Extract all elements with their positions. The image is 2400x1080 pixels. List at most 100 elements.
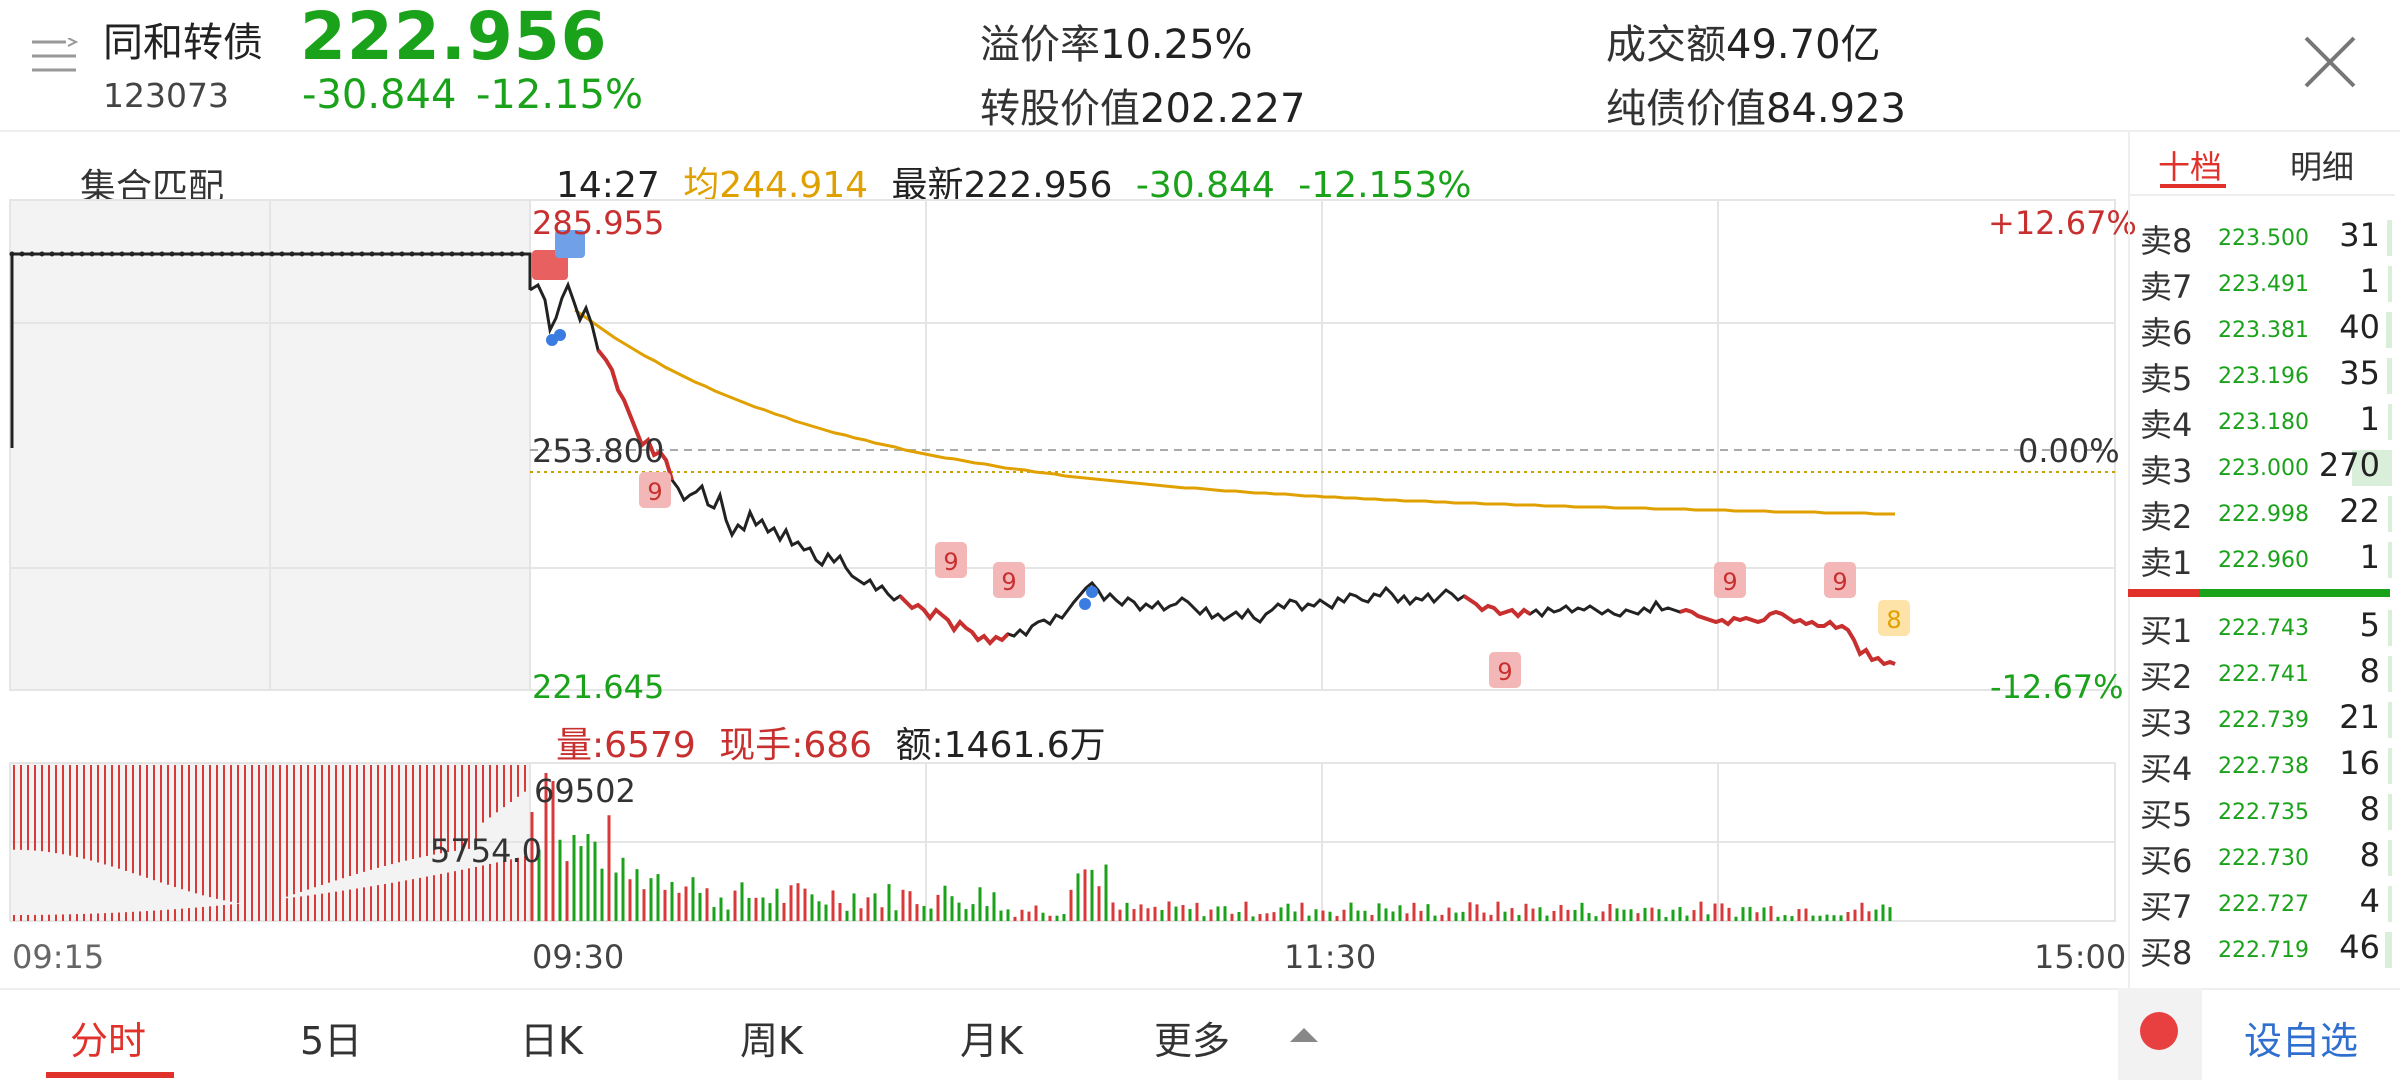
tabs-divider xyxy=(2130,194,2395,196)
axis-high-pct: +12.67% xyxy=(1988,204,2137,242)
auction-dot xyxy=(489,251,495,257)
tab-ten-levels[interactable]: 十档 xyxy=(2158,148,2223,186)
bid-level-row[interactable]: 买8 222.719 46 xyxy=(2140,928,2392,974)
bid-level-row[interactable]: 买4 222.738 16 xyxy=(2140,744,2392,790)
auction-dot xyxy=(239,251,245,257)
bond-value-label: 纯债价值 xyxy=(1606,86,1766,132)
time-label-open: 09:30 xyxy=(532,938,625,976)
time-label-start: 09:15 xyxy=(12,938,105,976)
ask-level-row[interactable]: 卖2 222.998 22 xyxy=(2140,492,2392,538)
qty-bar xyxy=(2388,794,2392,830)
signal-badge: 9 xyxy=(1714,562,1746,598)
bid-level-row[interactable]: 买7 222.727 4 xyxy=(2140,882,2392,928)
level-qty: 35 xyxy=(2339,354,2380,392)
level-label: 卖8 xyxy=(2140,222,2193,260)
ask-level-row[interactable]: 卖5 223.196 35 xyxy=(2140,354,2392,400)
security-name: 同和转债 xyxy=(103,20,263,66)
level-label: 买3 xyxy=(2140,704,2193,742)
level-label: 卖6 xyxy=(2140,314,2193,352)
auction-dot xyxy=(139,251,145,257)
level-label: 卖3 xyxy=(2140,452,2193,490)
tab-monthly-k[interactable]: 月K xyxy=(960,1019,1023,1063)
add-to-watchlist-button[interactable]: 设自选 xyxy=(2244,1019,2359,1063)
tab-intraday[interactable]: 分时 xyxy=(70,1019,147,1063)
svg-text:9: 9 xyxy=(1497,658,1512,686)
ask-level-row[interactable]: 卖8 223.500 31 xyxy=(2140,216,2392,262)
auction-dot xyxy=(519,251,525,257)
volume-max-label: 69502 xyxy=(534,772,636,810)
qty-bar xyxy=(2388,840,2392,876)
auction-dot xyxy=(279,251,285,257)
intraday-chart[interactable]: 9 9 9 9 9 9 8 xyxy=(0,190,2130,990)
bid-level-row[interactable]: 买6 222.730 8 xyxy=(2140,836,2392,882)
auction-dot xyxy=(59,251,65,257)
ask-level-row[interactable]: 卖1 222.960 1 xyxy=(2140,538,2392,584)
level-price: 223.000 xyxy=(2218,456,2309,481)
blue-dot xyxy=(1086,586,1098,598)
level-price: 222.730 xyxy=(2218,846,2309,871)
level-price: 222.735 xyxy=(2218,800,2309,825)
bottom-tab-underline xyxy=(46,1072,174,1078)
tab-5day[interactable]: 5日 xyxy=(300,1019,363,1063)
auction-dot xyxy=(449,251,455,257)
auction-dot xyxy=(229,251,235,257)
svg-text:9: 9 xyxy=(1832,568,1847,596)
level-price: 222.738 xyxy=(2218,754,2309,779)
average-price-line xyxy=(574,308,1895,516)
qty-bar xyxy=(2388,542,2392,578)
auction-dot xyxy=(419,251,425,257)
ask-level-row[interactable]: 卖6 223.381 40 xyxy=(2140,308,2392,354)
bid-level-row[interactable]: 买5 222.735 8 xyxy=(2140,790,2392,836)
auction-dot xyxy=(189,251,195,257)
auction-volume-max-label: 5754.0 xyxy=(430,832,542,870)
level-price: 223.500 xyxy=(2218,226,2309,251)
menu-icon[interactable] xyxy=(30,37,79,78)
record-button-bg[interactable] xyxy=(2118,988,2202,1080)
record-dot-icon xyxy=(2140,1012,2178,1050)
close-icon[interactable] xyxy=(2300,32,2360,92)
bid-level-row[interactable]: 买2 222.741 8 xyxy=(2140,652,2392,698)
level-label: 卖1 xyxy=(2140,544,2193,582)
price-line-segment-red xyxy=(1679,607,1896,667)
auction-dot xyxy=(159,251,165,257)
auction-dot xyxy=(9,251,15,257)
caret-up-icon[interactable] xyxy=(1290,1026,1318,1048)
auction-dot xyxy=(499,251,505,257)
level-price: 222.741 xyxy=(2218,662,2309,687)
level-price: 222.743 xyxy=(2218,616,2309,641)
ask-level-row[interactable]: 卖7 223.491 1 xyxy=(2140,262,2392,308)
auction-dot xyxy=(399,251,405,257)
bid-level-row[interactable]: 买1 222.743 5 xyxy=(2140,606,2392,652)
blue-dot xyxy=(554,329,566,341)
premium-rate: 溢价率10.25% xyxy=(980,12,1253,70)
tab-detail[interactable]: 明细 xyxy=(2290,148,2355,186)
auction-dot xyxy=(349,251,355,257)
tab-more[interactable]: 更多 xyxy=(1154,1019,1231,1063)
level-label: 卖5 xyxy=(2140,360,2193,398)
level-label: 买4 xyxy=(2140,750,2193,788)
tab-daily-k[interactable]: 日K xyxy=(520,1019,583,1063)
auction-dot xyxy=(439,251,445,257)
security-code: 123073 xyxy=(103,76,229,115)
auction-dot xyxy=(169,251,175,257)
level-label: 买2 xyxy=(2140,658,2193,696)
level-qty: 40 xyxy=(2339,308,2380,346)
level-label: 卖2 xyxy=(2140,498,2193,536)
auction-dot xyxy=(409,251,415,257)
qty-bar xyxy=(2388,496,2392,532)
ask-level-row[interactable]: 卖4 223.180 1 xyxy=(2140,400,2392,446)
auction-dot xyxy=(509,251,515,257)
level-price: 222.998 xyxy=(2218,502,2309,527)
axis-mid-pct: 0.00% xyxy=(2018,432,2120,470)
tab-weekly-k[interactable]: 周K xyxy=(740,1019,803,1063)
qty-bar xyxy=(2388,266,2392,302)
qty-bar xyxy=(2388,886,2392,922)
auction-dot xyxy=(389,251,395,257)
level-price: 222.739 xyxy=(2218,708,2309,733)
ask-level-row[interactable]: 卖3 223.000 270 xyxy=(2140,446,2392,492)
level-price: 223.196 xyxy=(2218,364,2309,389)
price-line-segment-red xyxy=(1462,594,1532,619)
price-line xyxy=(529,281,1896,666)
bid-level-row[interactable]: 买3 222.739 21 xyxy=(2140,698,2392,744)
auction-dot xyxy=(339,251,345,257)
